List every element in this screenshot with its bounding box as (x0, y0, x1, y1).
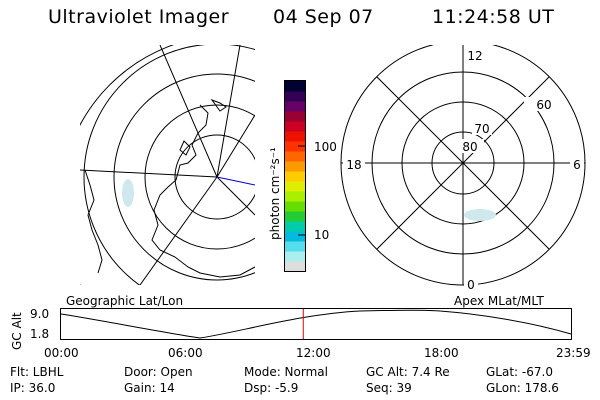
info-dsp: Dsp: -5.9 (244, 381, 299, 395)
mlt-label-0: 0 (467, 278, 475, 292)
instrument-title: Ultraviolet Imager (48, 6, 230, 28)
colorbar-band (285, 221, 305, 232)
info-seq: Seq: 39 (366, 381, 412, 395)
timeline-xtick-1200: 12:00 (296, 346, 331, 360)
timeline-xtick-0600: 06:00 (168, 346, 203, 360)
geographic-caption: Geographic Lat/Lon (66, 294, 184, 308)
date-label: 04 Sep 07 (273, 6, 374, 28)
colorbar-band (285, 121, 305, 132)
info-mode: Mode: Normal (244, 365, 328, 379)
mlt-label-12: 12 (467, 49, 482, 63)
info-door: Door: Open (124, 365, 193, 379)
colorbar-unit-label: photon cm⁻²s⁻¹ (268, 147, 282, 240)
mlt-label-6: 6 (573, 158, 581, 172)
colorbar-band (285, 101, 305, 112)
mlat-label-80: 80 (462, 140, 477, 154)
colorbar-band (285, 171, 305, 182)
info-gcalt: GC Alt: 7.4 Re (366, 365, 450, 379)
mlat-label-70: 70 (474, 122, 489, 136)
colorbar-band (285, 141, 305, 152)
timeline-xtick-2359: 23:59 (556, 346, 591, 360)
colorbar-tick-10: 10 (314, 228, 330, 242)
lat-circle (113, 73, 255, 281)
colorbar-band (285, 191, 305, 202)
colorbar-band (285, 161, 305, 172)
colorbar-band (285, 131, 305, 142)
info-glon: GLon: 178.6 (486, 381, 559, 395)
lat-circle (144, 104, 255, 250)
timeline-xtick-1800: 18:00 (424, 346, 459, 360)
colorbar-band (285, 241, 305, 252)
lat-circle (83, 45, 255, 285)
timeline-ytick-top: 9.0 (30, 307, 50, 321)
colorbar-band (285, 81, 305, 92)
mlat-label-60: 60 (536, 98, 551, 112)
colorbar-band (285, 151, 305, 162)
apex-caption: Apex MLat/MLT (454, 294, 544, 308)
colorbar-band (285, 91, 305, 102)
colorbar-band (285, 261, 305, 272)
altitude-timeline (60, 308, 572, 340)
mlt-label-18: 18 (346, 158, 361, 172)
info-gain: Gain: 14 (124, 381, 175, 395)
colorbar (284, 80, 306, 272)
polar-mlat-mlt-plot: 80 70 60 12 18 6 0 (340, 45, 586, 292)
info-glat: GLat: -67.0 (486, 365, 553, 379)
colorbar-band (285, 251, 305, 262)
timeline-axis-label: GC Alt (10, 312, 24, 350)
colorbar-band (285, 211, 305, 222)
timeline-ytick-bottom: 1.8 (30, 327, 50, 341)
info-ip: IP: 36.0 (10, 381, 56, 395)
geographic-map (80, 45, 255, 285)
colorbar-band (285, 181, 305, 192)
lat-circle (80, 45, 175, 285)
colorbar-band (285, 231, 305, 242)
colorbar-band (285, 201, 305, 212)
lat-circle (174, 134, 255, 220)
colorbar-band (285, 111, 305, 122)
info-flt: Flt: LBHL (10, 365, 64, 379)
time-label: 11:24:58 UT (432, 6, 555, 28)
colorbar-tick-100: 100 (314, 140, 337, 154)
timeline-xtick-0000: 00:00 (44, 346, 79, 360)
